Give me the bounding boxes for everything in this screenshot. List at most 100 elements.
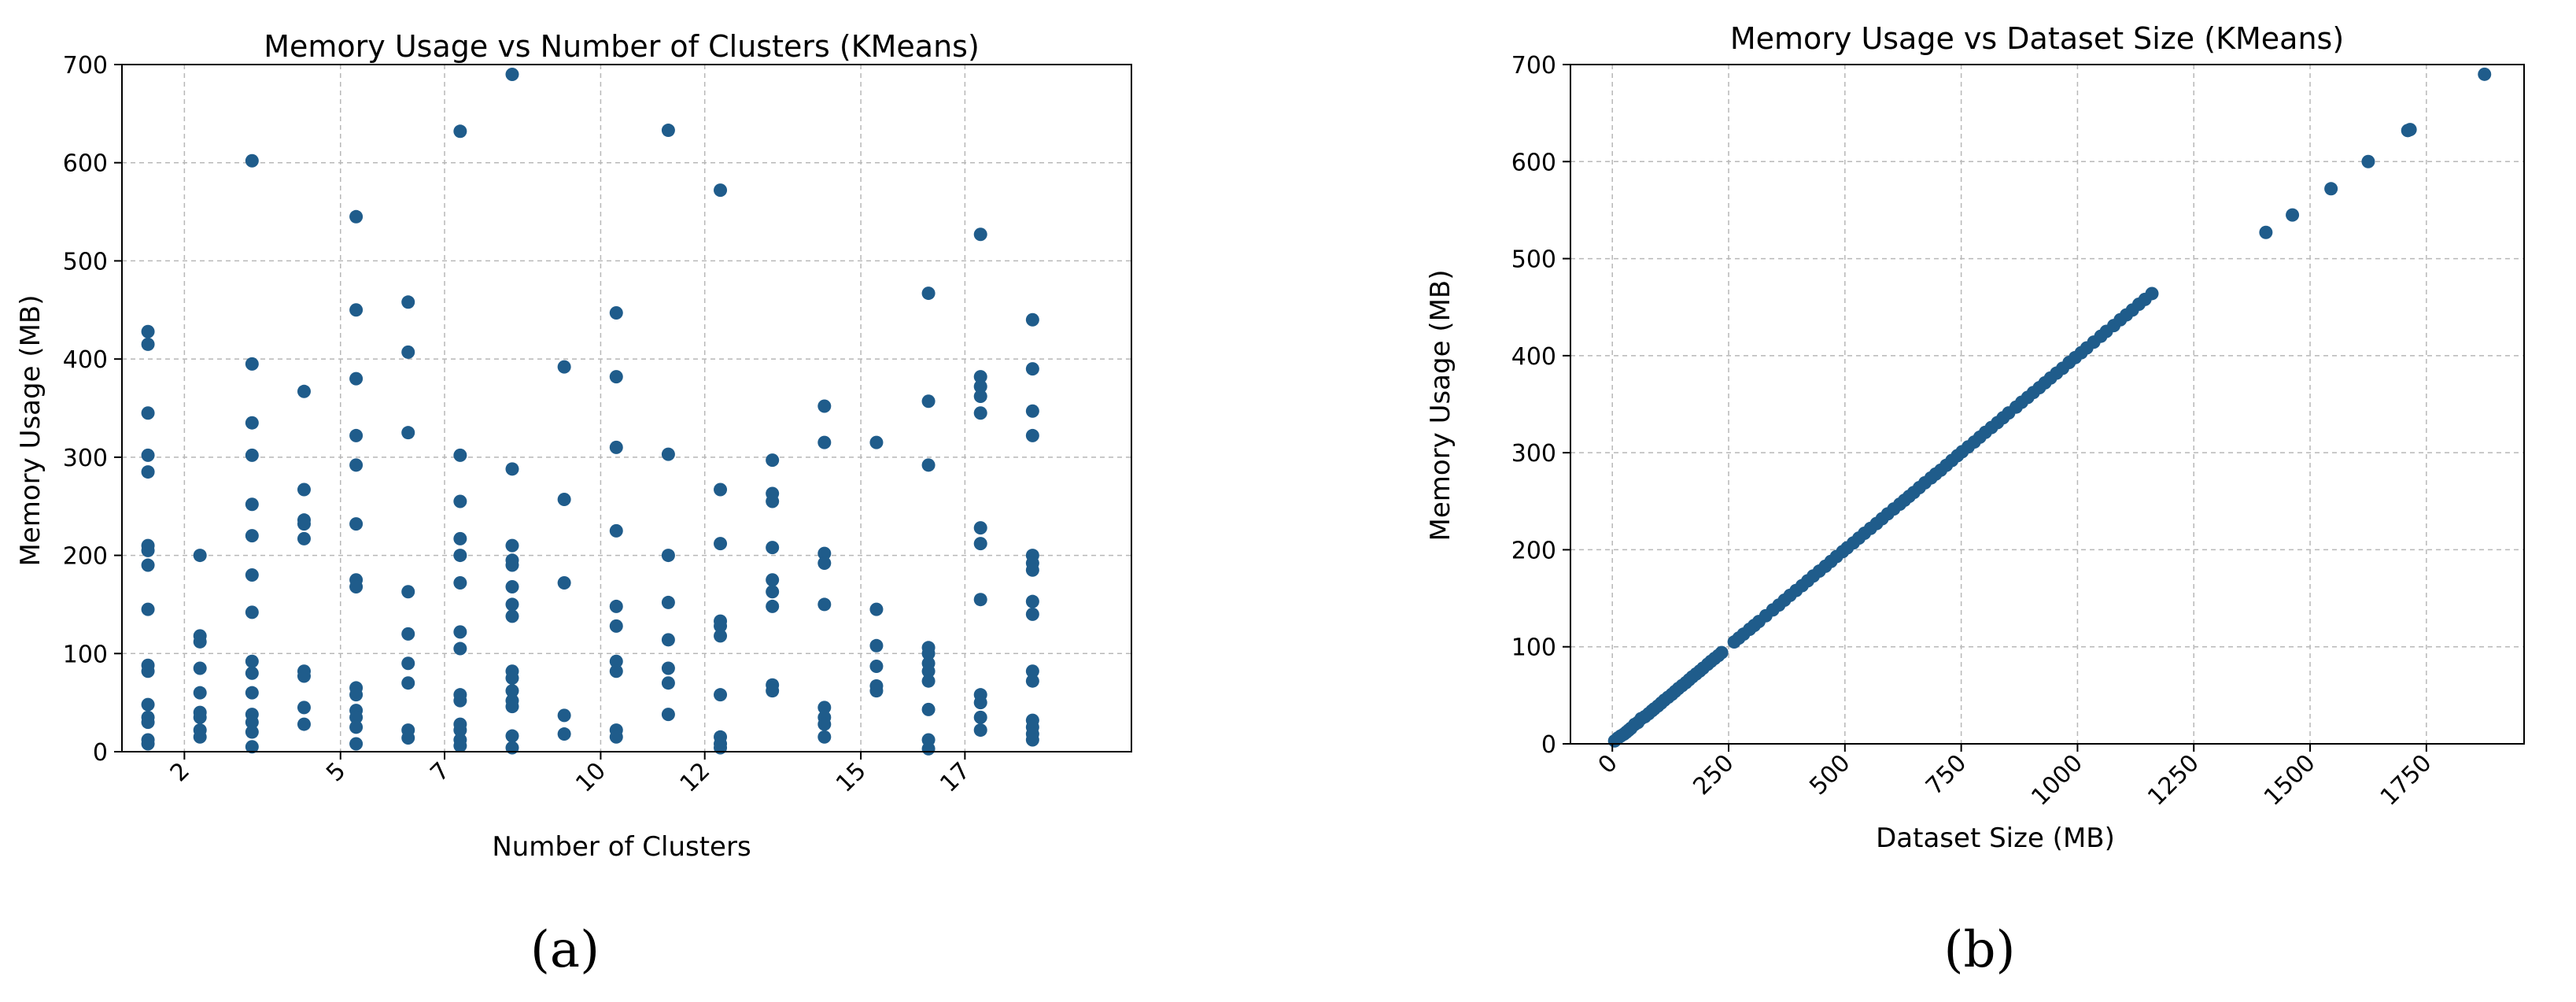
data-point [245, 654, 259, 668]
data-point [817, 556, 832, 571]
data-point [817, 717, 832, 731]
data-point [661, 676, 675, 690]
data-point [297, 717, 311, 731]
data-point [505, 671, 519, 685]
data-point [141, 715, 155, 730]
chart-a-clusters: Memory Usage vs Number of Clusters (KMea… [15, 29, 1132, 863]
data-point [453, 693, 467, 708]
data-point [141, 324, 155, 338]
chart-b-ticks: 0 100 200 300 400 500 600 700 0 250 500 750 1000 1250… [1511, 52, 2438, 812]
data-point [141, 664, 155, 678]
data-point [1025, 674, 1039, 688]
data-point [1714, 645, 1729, 660]
data-point [714, 688, 728, 702]
data-point [193, 710, 207, 724]
chart-a-grid [122, 64, 1131, 752]
data-point [193, 730, 207, 744]
data-point [349, 458, 364, 472]
data-point [193, 686, 207, 700]
data-point [297, 701, 311, 715]
x-tick-label: 15 [831, 757, 872, 798]
data-point [141, 558, 155, 572]
data-point [921, 394, 936, 409]
chart-a-ylabel: Memory Usage (MB) [15, 294, 46, 566]
data-point [817, 399, 832, 413]
y-tick-label: 400 [63, 346, 108, 374]
data-point [141, 337, 155, 351]
data-point [609, 370, 623, 384]
data-point [766, 453, 780, 468]
y-tick-label: 700 [1511, 52, 1556, 79]
data-point [349, 579, 364, 593]
data-point [505, 579, 519, 593]
data-point [245, 153, 259, 168]
data-point [921, 702, 936, 716]
y-tick-label: 300 [63, 445, 108, 472]
data-point [921, 646, 936, 660]
data-point [921, 741, 936, 756]
data-point [817, 597, 832, 612]
data-point [505, 700, 519, 714]
x-tick-label: 500 [1804, 749, 1855, 800]
x-tick-label: 10 [570, 757, 611, 798]
data-point [141, 448, 155, 462]
data-point [1025, 362, 1039, 376]
chart-a-title: Memory Usage vs Number of Clusters (KMea… [264, 29, 980, 64]
data-point [714, 483, 728, 497]
data-point [401, 731, 415, 745]
data-point [817, 730, 832, 744]
data-point [141, 543, 155, 557]
data-point [2259, 225, 2273, 239]
y-tick-label: 100 [1511, 634, 1556, 662]
chart-b-xlabel: Dataset Size (MB) [1876, 823, 2115, 854]
data-point [505, 462, 519, 476]
data-point [714, 619, 728, 633]
data-point [349, 517, 364, 531]
data-point [869, 638, 884, 653]
data-point [453, 494, 467, 508]
data-point [609, 619, 623, 633]
data-point [193, 634, 207, 649]
data-point [661, 124, 675, 138]
data-point [245, 715, 259, 730]
x-tick-label: 1500 [2259, 749, 2321, 812]
data-point [766, 684, 780, 698]
data-point [401, 295, 415, 309]
data-point [609, 730, 623, 744]
x-tick-label: 5 [321, 757, 351, 787]
data-point [609, 654, 623, 668]
data-point [973, 390, 987, 404]
data-point [1025, 594, 1039, 608]
chart-b-grid [1570, 64, 2524, 745]
data-point [141, 602, 155, 616]
data-point [245, 529, 259, 543]
data-point [297, 384, 311, 398]
data-point [557, 727, 571, 741]
data-point [1025, 428, 1039, 442]
chart-a-points [141, 67, 1039, 756]
data-point [869, 684, 884, 698]
data-point [661, 661, 675, 675]
chart-b-points [1607, 67, 2492, 748]
data-point [401, 345, 415, 359]
data-point [2145, 287, 2159, 301]
x-tick-label: 17 [935, 757, 976, 798]
data-point [869, 435, 884, 449]
x-tick-label: 1000 [2026, 749, 2088, 812]
data-point [245, 740, 259, 754]
data-point [453, 739, 467, 753]
data-point [921, 674, 936, 688]
data-point [453, 448, 467, 462]
data-point [921, 458, 936, 472]
data-point [505, 684, 519, 698]
y-tick-label: 100 [63, 641, 108, 668]
data-point [453, 625, 467, 639]
data-point [973, 521, 987, 535]
y-tick-label: 600 [63, 150, 108, 178]
data-point [349, 303, 364, 317]
x-tick-label: 250 [1688, 749, 1739, 800]
data-point [661, 708, 675, 722]
data-point [2403, 123, 2417, 137]
data-point [401, 426, 415, 440]
y-tick-label: 700 [63, 52, 108, 79]
